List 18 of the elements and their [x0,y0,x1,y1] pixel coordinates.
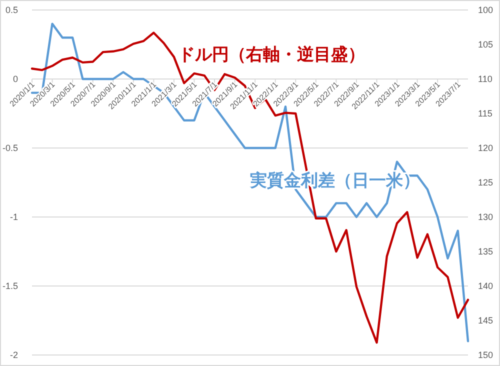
y2-tick-label: 125 [478,178,494,188]
y-tick-label: -2 [10,350,18,360]
y2-tick-label: 110 [478,74,492,84]
y2-tick-label: 140 [478,281,494,291]
y2-tick-label: 115 [478,108,492,118]
y2-tick-label: 120 [478,143,494,153]
y2-tick-label: 130 [478,212,494,222]
series-label: ドル円（右軸・逆目盛） [178,45,365,65]
y-tick-label: -1.5 [2,281,18,291]
y-tick-label: -1 [10,212,18,222]
y2-tick-label: 145 [478,316,494,326]
y-tick-label: -0.5 [2,143,18,153]
y2-tick-label: 105 [478,40,494,50]
y2-tick-label: 100 [478,5,494,15]
y2-tick-label: 135 [478,246,494,256]
y-tick-label: 0.5 [5,5,18,15]
y2-tick-label: 150 [478,350,494,360]
y-tick-label: 0 [12,74,18,84]
